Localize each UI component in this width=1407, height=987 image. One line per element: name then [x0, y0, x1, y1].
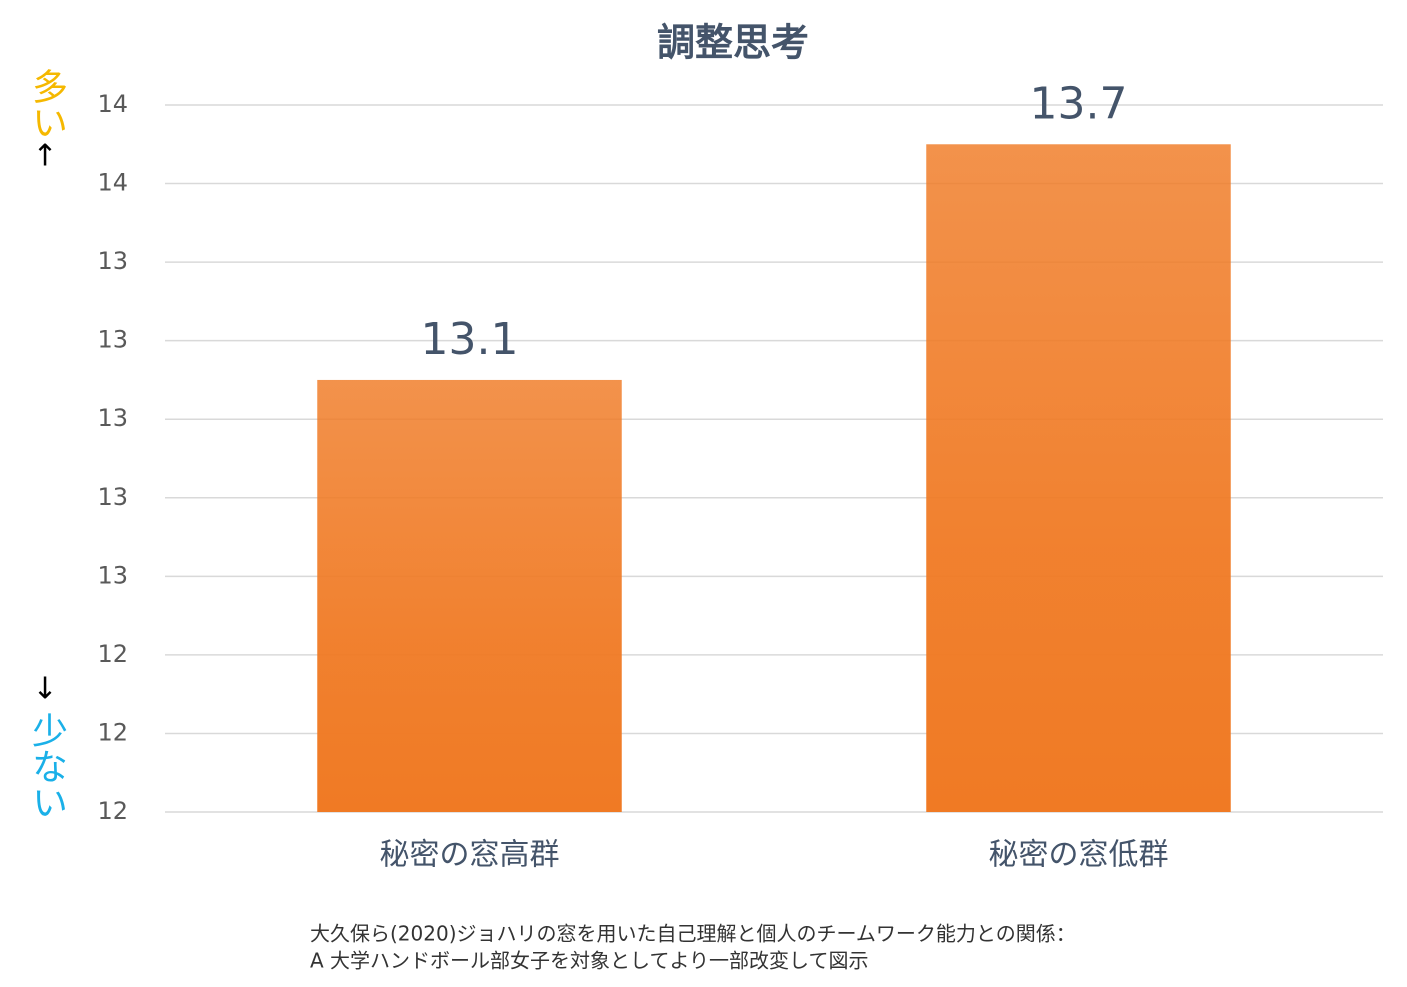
source: 大久保ら(2020)ジョハリの窓を用いた自己理解と個人のチームワーク能力との関係…	[310, 922, 1076, 946]
annotation: ↑	[32, 139, 57, 174]
y-tick-label: 13	[97, 561, 128, 589]
annotation: 多い	[26, 68, 67, 140]
chart-title: 調整思考	[657, 21, 809, 65]
y-tick-label: 14	[97, 90, 128, 118]
annotation: ↓	[32, 672, 57, 707]
bar	[317, 379, 622, 812]
bar	[926, 144, 1231, 812]
value-label: 13.7	[1030, 78, 1128, 129]
y-tick-label: 13	[97, 326, 128, 354]
y-tick-label: 12	[97, 797, 128, 825]
y-tick-label: 12	[97, 718, 128, 746]
source: A 大学ハンドボール部女子を対象としてより一部改変して図示	[310, 949, 868, 973]
x-tick-label: 秘密の窓低群	[989, 838, 1169, 873]
annotation: 少ない	[26, 712, 67, 820]
value-label: 13.1	[421, 314, 519, 365]
x-tick-label: 秘密の窓高群	[380, 838, 560, 873]
y-tick-label: 13	[97, 247, 128, 275]
y-tick-label: 13	[97, 404, 128, 432]
y-tick-label: 13	[97, 483, 128, 511]
y-tick-label: 14	[97, 169, 128, 197]
y-tick-label: 12	[97, 640, 128, 668]
